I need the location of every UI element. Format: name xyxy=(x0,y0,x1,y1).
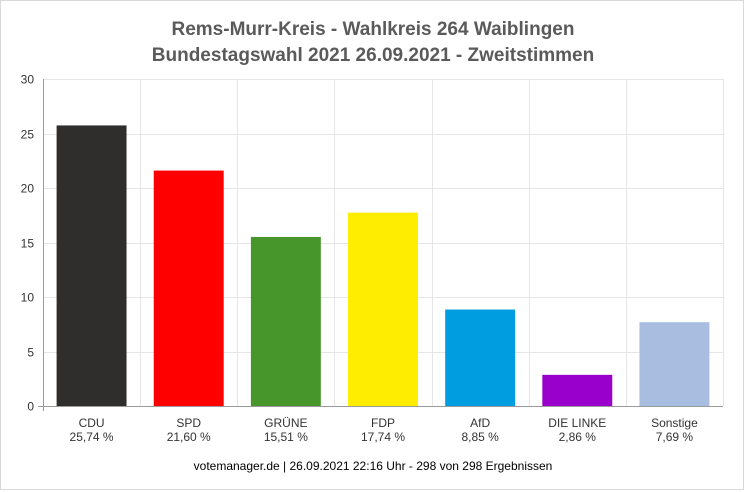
x-category-label: AfD xyxy=(470,416,490,430)
x-category-percent-label: 7,69 % xyxy=(656,430,694,444)
y-tick-label: 30 xyxy=(21,73,35,87)
bar-cdu xyxy=(56,125,127,407)
y-tick-label: 10 xyxy=(21,291,35,305)
x-category-percent-label: 21,60 % xyxy=(167,430,211,444)
x-category-label: GRÜNE xyxy=(264,416,307,430)
x-category-percent-label: 25,74 % xyxy=(70,430,114,444)
x-category-label: CDU xyxy=(79,416,105,430)
bar-spd xyxy=(153,170,224,406)
x-category-label: Sonstige xyxy=(651,416,698,430)
bar-afd xyxy=(445,309,516,406)
chart-title-line-1: Rems-Murr-Kreis - Wahlkreis 264 Waibling… xyxy=(171,19,575,40)
y-tick-label: 25 xyxy=(21,128,35,142)
x-category-percent-label: 17,74 % xyxy=(361,430,405,444)
x-category-label: DIE LINKE xyxy=(548,416,606,430)
y-tick-label: 20 xyxy=(21,182,35,196)
x-category-percent-label: 15,51 % xyxy=(264,430,308,444)
bar-sonstige xyxy=(639,322,710,406)
x-category-percent-label: 8,85 % xyxy=(461,430,499,444)
y-tick-label: 0 xyxy=(27,400,34,414)
y-tick-label: 15 xyxy=(21,237,35,251)
bar-die-linke xyxy=(542,374,613,406)
footer-source: votemanager.de | 26.09.2021 22:16 Uhr - … xyxy=(193,459,553,473)
bar-gr-ne xyxy=(250,236,321,406)
y-tick-label: 5 xyxy=(27,346,34,360)
chart-title-line-2: Bundestagswahl 2021 26.09.2021 - Zweitst… xyxy=(151,45,595,66)
x-category-percent-label: 2,86 % xyxy=(559,430,597,444)
x-category-label: FDP xyxy=(371,416,395,430)
bar-fdp xyxy=(348,212,418,406)
x-category-label: SPD xyxy=(176,416,201,430)
